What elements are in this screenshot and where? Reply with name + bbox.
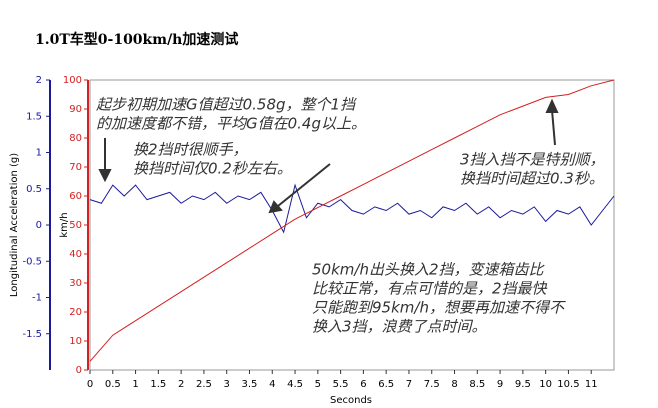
- x-tick-label: 3.5: [242, 379, 258, 390]
- x-tick-label: 7.5: [424, 379, 440, 390]
- series-line: [89, 183, 615, 234]
- arrows: [98, 98, 559, 214]
- y-tick-label: 0.5: [26, 184, 42, 195]
- x-tick-label: 9.5: [515, 379, 531, 390]
- annotation: 换入3挡，浪费了点时间。: [312, 318, 487, 336]
- x-tick-label: 11: [585, 379, 598, 390]
- y-axis-label: Longitudinal Acceleration (g): [9, 153, 20, 297]
- x-tick-label: 9: [497, 379, 503, 390]
- y2-tick-label: 20: [69, 307, 82, 318]
- series-line: [89, 79, 615, 362]
- annotation: 只能跑到95km/h，想要再加速不得不: [312, 299, 566, 317]
- y2-tick-label: 70: [69, 162, 82, 173]
- annotation: 换挡时间仅0.2秒左右。: [133, 160, 292, 178]
- annotation: 比较正常，有点可惜的是，2挡最快: [312, 280, 548, 298]
- annotation: 起步初期加速G值超过0.58g，整个1挡: [96, 96, 357, 114]
- x-tick-label: 6: [360, 379, 366, 390]
- x-tick-label: 1: [132, 379, 138, 390]
- y2-tick-label: 40: [69, 249, 82, 260]
- x-tick-label: 0: [87, 379, 93, 390]
- x-tick-label: 5.5: [333, 379, 349, 390]
- y2-tick-label: 100: [63, 75, 82, 86]
- x-tick-label: 10.5: [557, 379, 579, 390]
- annotation: 的加速度都不错，平均G值在0.4g以上。: [96, 115, 366, 133]
- x-tick-label: 2.5: [196, 379, 212, 390]
- plot-frame: [89, 79, 615, 371]
- y2-tick-label: 60: [69, 191, 82, 202]
- y-tick-label: -0.5: [22, 256, 42, 267]
- y-tick-label: 2: [36, 75, 42, 86]
- y2-tick-label: 0: [76, 365, 82, 376]
- chart-title: 1.0T车型0-100km/h加速测试: [35, 31, 238, 48]
- x-tick-label: 8: [451, 379, 457, 390]
- x-tick-label: 6.5: [378, 379, 394, 390]
- y2-tick-label: 90: [69, 104, 82, 115]
- x-tick-label: 2: [178, 379, 184, 390]
- x-tick-label: 10: [539, 379, 552, 390]
- x-tick-label: 1.5: [150, 379, 166, 390]
- annotation: 换挡时间超过0.3秒。: [460, 170, 604, 188]
- y-tick-label: 1: [36, 148, 42, 159]
- annotation: 3挡入挡不是特别顺，: [460, 151, 605, 169]
- x-tick-label: 0.5: [105, 379, 121, 390]
- y-tick-label: 1.5: [26, 111, 42, 122]
- x-tick-label: 5: [315, 379, 321, 390]
- y-tick-label: 0: [36, 220, 42, 231]
- y2-tick-label: 50: [69, 220, 82, 231]
- x-tick-label: 3: [224, 379, 230, 390]
- x-tick-label: 4: [269, 379, 275, 390]
- y-tick-label: -1: [32, 293, 42, 304]
- y-tick-label: -1.5: [22, 329, 42, 340]
- y2-axis-label: km/h: [59, 212, 70, 237]
- x-axis-label: Seconds: [330, 395, 372, 406]
- y2-tick-label: 30: [69, 278, 82, 289]
- annotation: 50km/h出头换入2挡，变速箱齿比: [312, 261, 545, 279]
- x-tick-label: 7: [406, 379, 412, 390]
- annotation: 换2挡时很顺手，: [133, 141, 248, 159]
- y2-tick-label: 80: [69, 133, 82, 144]
- x-tick-label: 4.5: [287, 379, 303, 390]
- x-tick-label: 8.5: [469, 379, 485, 390]
- y2-tick-label: 10: [69, 336, 82, 347]
